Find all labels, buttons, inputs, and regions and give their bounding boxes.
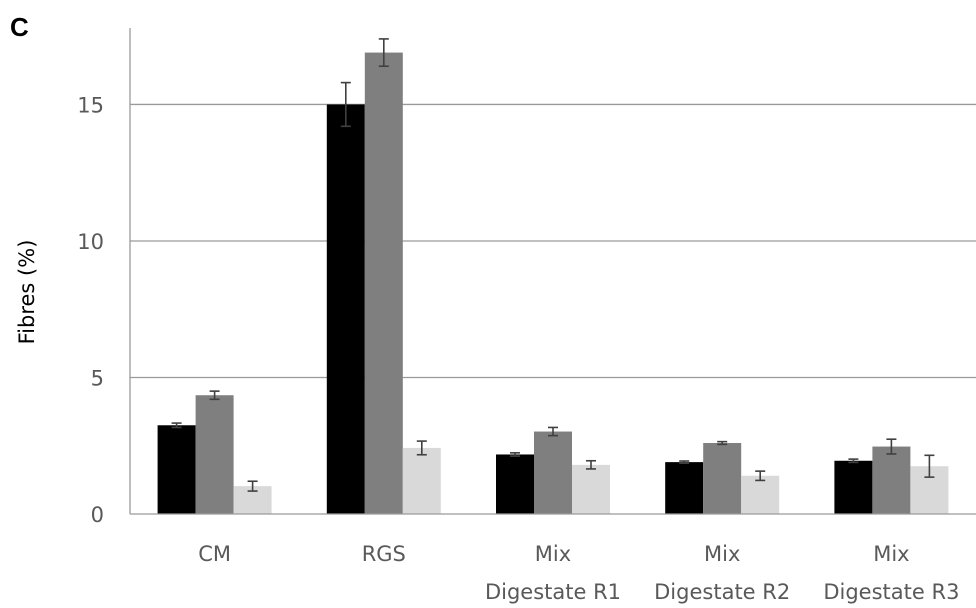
gridlines [130, 103, 976, 379]
bars [157, 52, 949, 515]
y-tick-label: 15 [77, 93, 104, 117]
y-tick-label: 0 [91, 503, 104, 527]
y-tick-labels: 0 5 10 15 [77, 93, 104, 527]
x-tick-label: Digestate R3 [823, 580, 959, 604]
bar [195, 395, 234, 514]
bar [572, 464, 610, 514]
bar [741, 475, 780, 514]
bar [157, 425, 196, 514]
error-bars [171, 38, 935, 492]
bar [326, 104, 365, 515]
category-labels: CM RGS Mix Digestate R1 Mix Digestate R2 Mix Di… [198, 542, 959, 604]
x-tick-label: Mix [873, 542, 909, 566]
x-tick-label: RGS [362, 542, 406, 566]
y-tick-label: 10 [77, 230, 104, 254]
x-tick-label: CM [198, 542, 231, 566]
axes [129, 28, 976, 515]
bar [665, 462, 704, 514]
bar [402, 447, 441, 514]
bar [364, 52, 403, 515]
bar [496, 454, 534, 514]
x-tick-label: Mix [535, 542, 571, 566]
bar [703, 443, 742, 514]
x-tick-label: Digestate R2 [654, 580, 790, 604]
bar [534, 431, 572, 514]
panel-label: C [10, 12, 29, 42]
bar [872, 446, 911, 514]
y-axis-title: Fibres (%) [15, 240, 39, 345]
x-tick-label: Digestate R1 [485, 580, 621, 604]
x-tick-label: Mix [704, 542, 740, 566]
y-tick-label: 5 [91, 366, 104, 390]
bar [834, 460, 873, 514]
